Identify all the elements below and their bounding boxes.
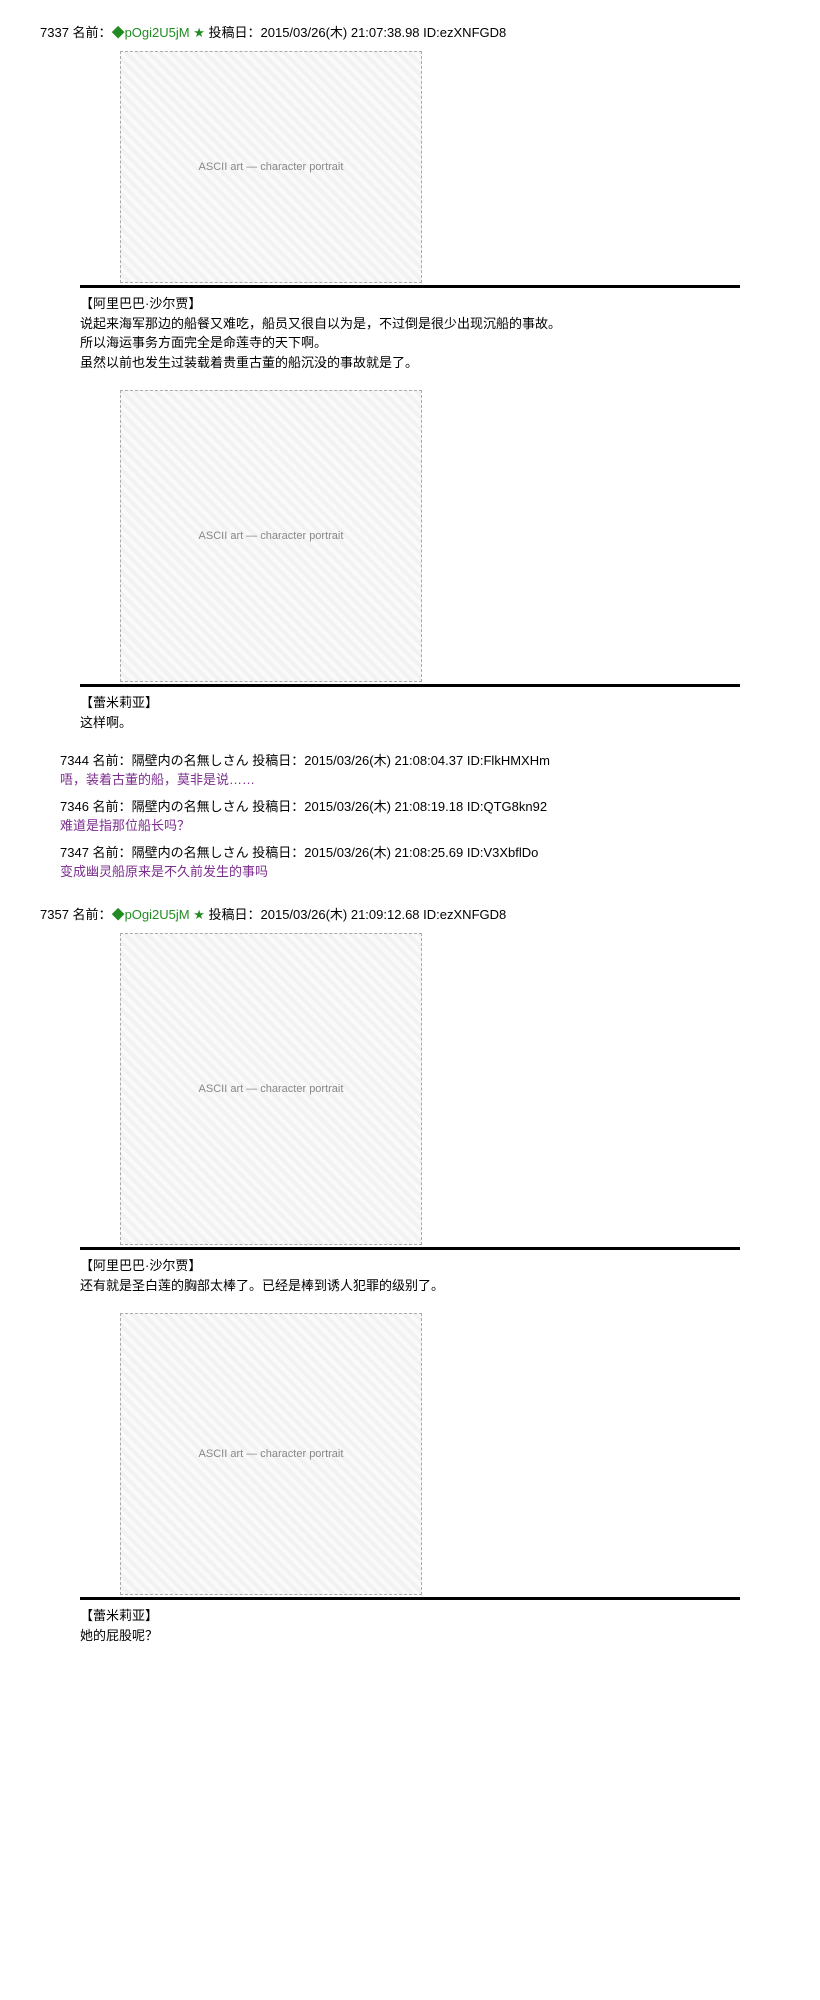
star-icon: ★ [193,25,205,40]
tripcode[interactable]: ◆pOgi2U5jM [112,25,190,40]
post-id: ezXNFGD8 [440,25,506,40]
divider [80,1597,740,1600]
post-header: 7357 名前：◆pOgi2U5jM ★ 投稿日：2015/03/26(木) 2… [40,904,780,923]
post-id: V3XbflDo [483,845,538,860]
speaker-name: 【蕾米莉亚】 [80,693,780,713]
ascii-art: ASCII art — character portrait [120,1313,422,1595]
id-label: ID: [467,845,484,860]
post-date: 2015/03/26(木) 21:08:25.69 [304,845,463,860]
anon-name: 隔壁内の名無しさん [132,753,249,768]
dialogue-line: 还有就是圣白莲的胸部太棒了。已经是棒到诱人犯罪的级别了。 [80,1276,780,1296]
dialogue-line: 所以海运事务方面完全是命莲寺的天下啊。 [80,333,780,353]
speaker-name: 【阿里巴巴·沙尔贾】 [80,294,780,314]
anon-name: 隔壁内の名無しさん [132,799,249,814]
reply-header: 7347 名前：隔壁内の名無しさん 投稿日：2015/03/26(木) 21:0… [60,842,780,861]
name-label: 名前： [93,799,132,814]
date-label: 投稿日： [209,907,261,922]
date-label: 投稿日： [252,799,304,814]
ascii-art: ASCII art — character portrait [120,390,422,682]
name-label: 名前： [73,907,112,922]
post-header: 7337 名前：◆pOgi2U5jM ★ 投稿日：2015/03/26(木) 2… [40,22,780,41]
dialogue-block: 【蕾米莉亚】 她的屁股呢？ [80,1606,780,1645]
reply-body: 变成幽灵船原来是不久前发生的事吗 [60,861,780,880]
speaker-name: 【蕾米莉亚】 [80,1606,780,1626]
anon-name: 隔壁内の名無しさん [132,845,249,860]
date-label: 投稿日： [252,845,304,860]
tripcode[interactable]: ◆pOgi2U5jM [112,907,190,922]
name-label: 名前： [93,845,132,860]
star-icon: ★ [193,907,205,922]
dialogue-line: 这样啊。 [80,713,780,733]
id-label: ID: [423,25,440,40]
name-label: 名前： [73,25,112,40]
dialogue-block: 【阿里巴巴·沙尔贾】 还有就是圣白莲的胸部太棒了。已经是棒到诱人犯罪的级别了。 [80,1256,780,1295]
post-date: 2015/03/26(木) 21:09:12.68 [261,907,420,922]
reply-post: 7346 名前：隔壁内の名無しさん 投稿日：2015/03/26(木) 21:0… [60,796,780,834]
post-number: 7347 [60,845,89,860]
post-number: 7344 [60,753,89,768]
ascii-art: ASCII art — character portrait [120,51,422,283]
post-id: FlkHMXHm [483,753,549,768]
dialogue-block: 【蕾米莉亚】 这样啊。 [80,693,780,732]
reply-post: 7344 名前：隔壁内の名無しさん 投稿日：2015/03/26(木) 21:0… [60,750,780,788]
date-label: 投稿日： [252,753,304,768]
reply-post: 7347 名前：隔壁内の名無しさん 投稿日：2015/03/26(木) 21:0… [60,842,780,880]
divider [80,1247,740,1250]
name-label: 名前： [93,753,132,768]
id-label: ID: [423,907,440,922]
reply-body: 难道是指那位船长吗？ [60,815,780,834]
post-date: 2015/03/26(木) 21:08:19.18 [304,799,463,814]
divider [80,285,740,288]
post-number: 7357 [40,907,69,922]
post-id: ezXNFGD8 [440,907,506,922]
id-label: ID: [467,799,484,814]
post-id: QTG8kn92 [483,799,547,814]
id-label: ID: [467,753,484,768]
date-label: 投稿日： [209,25,261,40]
reply-body: 唔，装着古董的船，莫非是说…… [60,769,780,788]
speaker-name: 【阿里巴巴·沙尔贾】 [80,1256,780,1276]
post-number: 7346 [60,799,89,814]
post-number: 7337 [40,25,69,40]
reply-header: 7344 名前：隔壁内の名無しさん 投稿日：2015/03/26(木) 21:0… [60,750,780,769]
ascii-art: ASCII art — character portrait [120,933,422,1245]
dialogue-line: 说起来海军那边的船餐又难吃，船员又很自以为是，不过倒是很少出现沉船的事故。 [80,314,780,334]
divider [80,684,740,687]
reply-header: 7346 名前：隔壁内の名無しさん 投稿日：2015/03/26(木) 21:0… [60,796,780,815]
dialogue-line: 她的屁股呢？ [80,1626,780,1646]
post-date: 2015/03/26(木) 21:07:38.98 [261,25,420,40]
dialogue-line: 虽然以前也发生过装载着贵重古董的船沉没的事故就是了。 [80,353,780,373]
post-date: 2015/03/26(木) 21:08:04.37 [304,753,463,768]
dialogue-block: 【阿里巴巴·沙尔贾】 说起来海军那边的船餐又难吃，船员又很自以为是，不过倒是很少… [80,294,780,372]
